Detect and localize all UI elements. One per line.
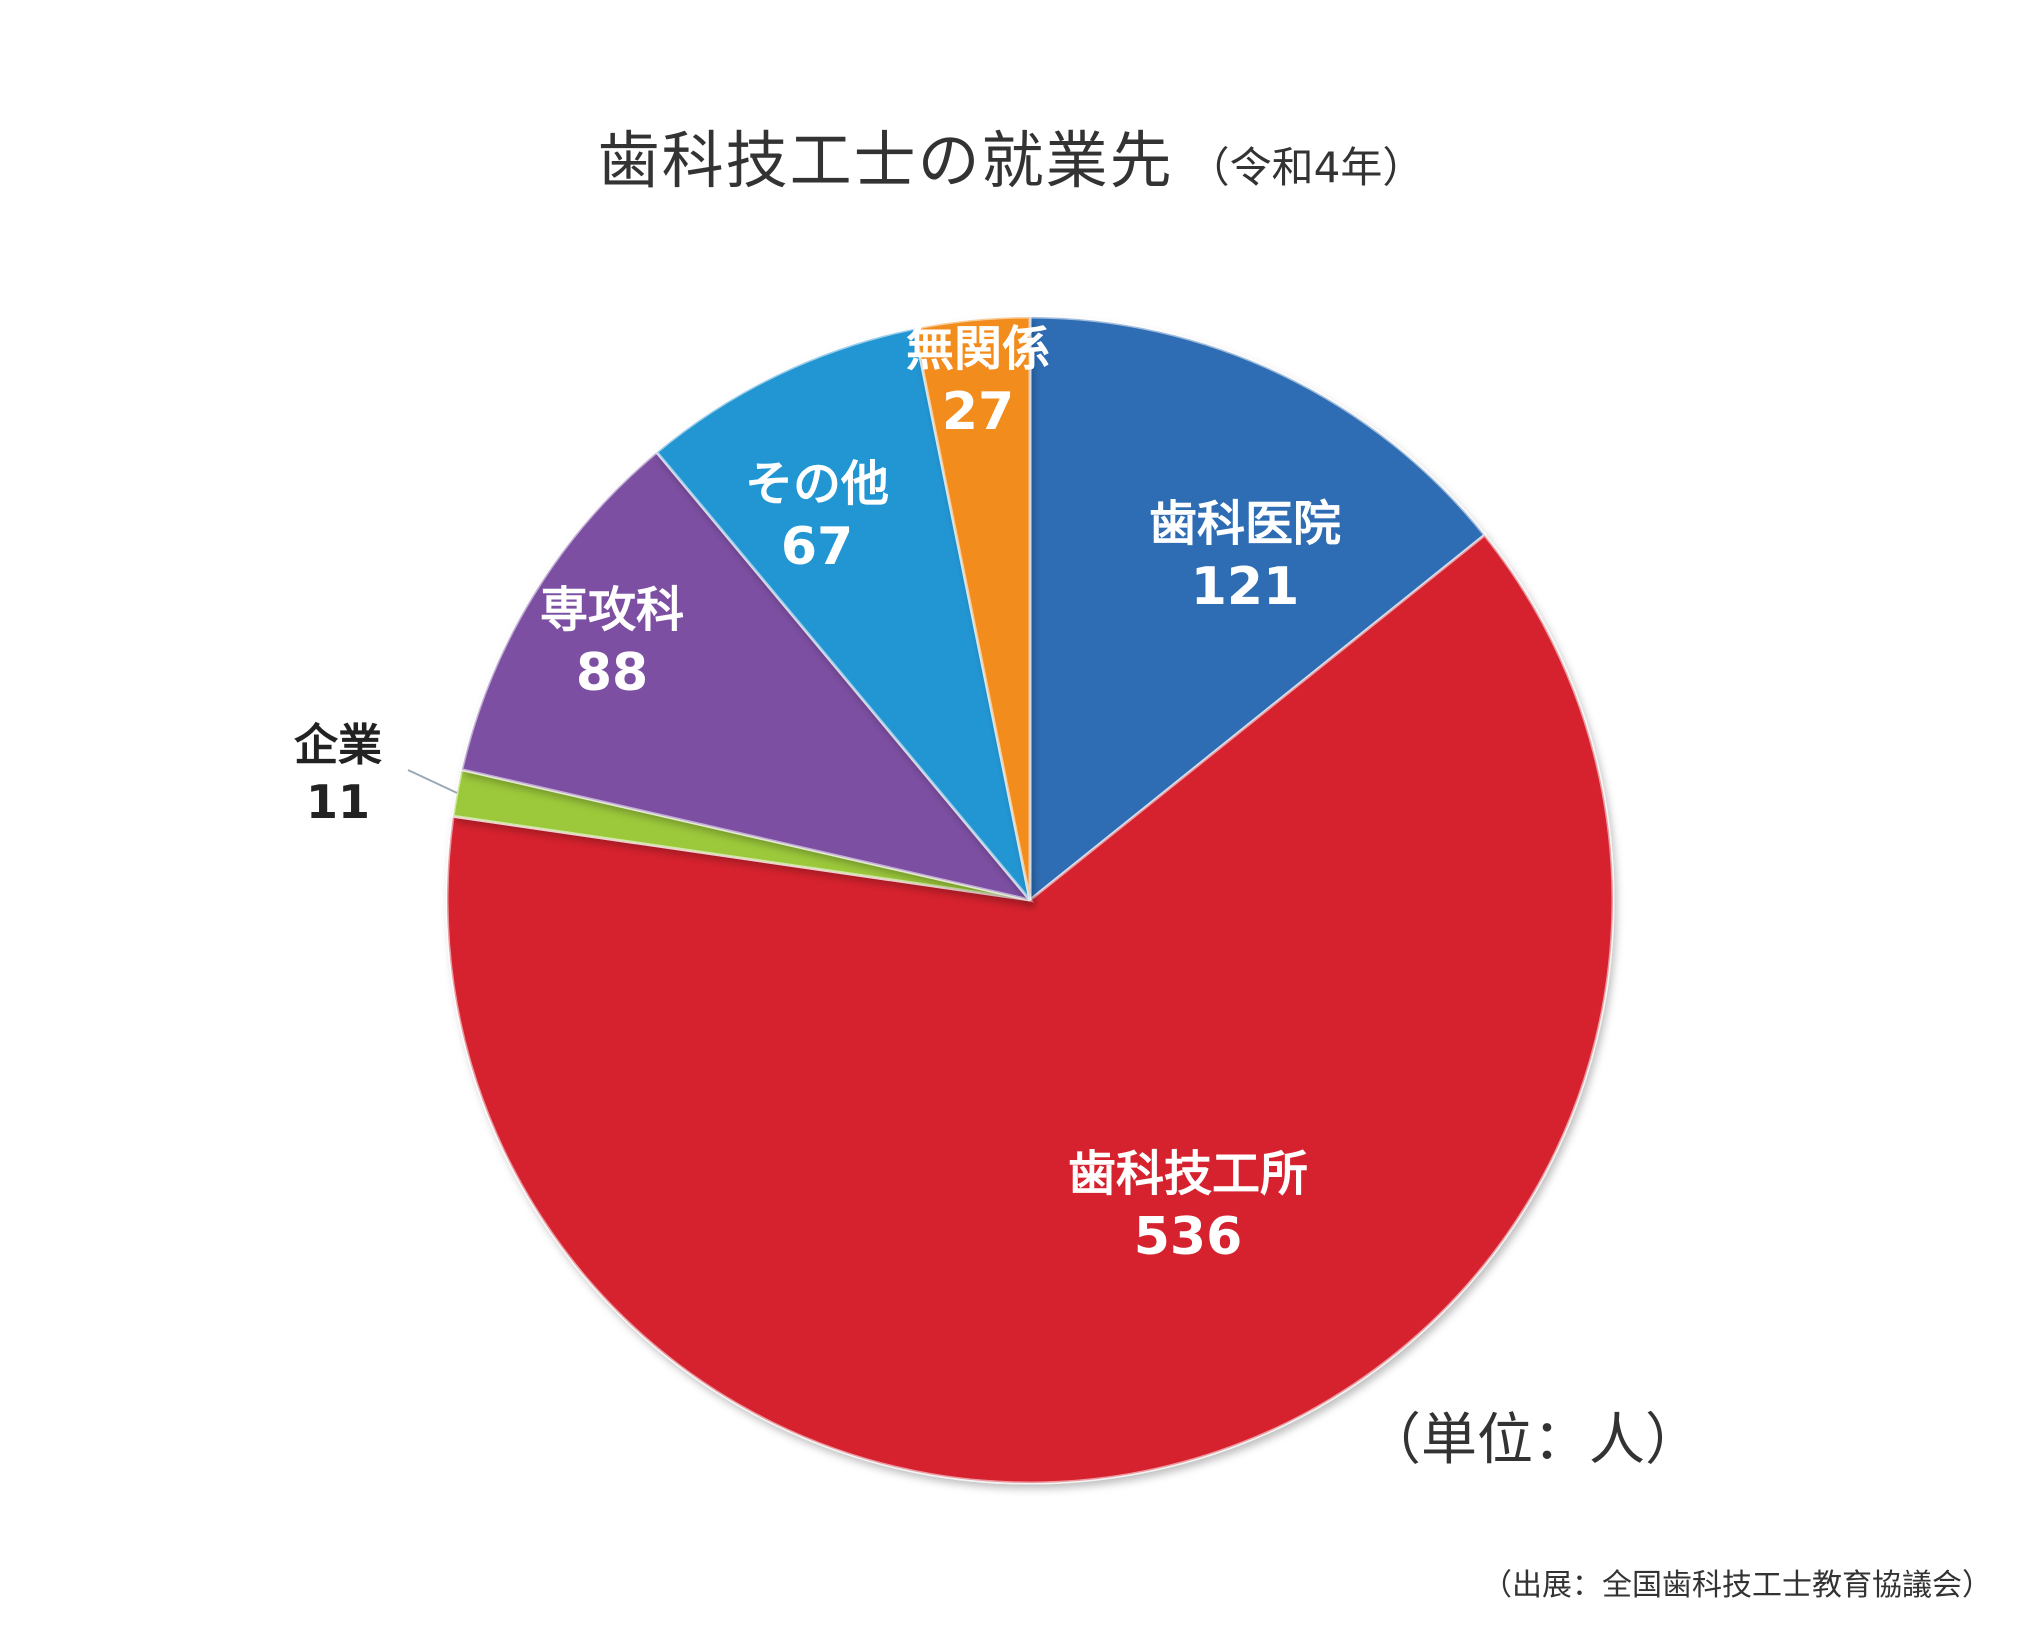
- slice-label-2: 歯科技工所: [1068, 1146, 1308, 1202]
- slice-value-2: 536: [1134, 1207, 1243, 1267]
- chart-title-row: 歯科技工士の就業先 （令和4年）: [0, 110, 2022, 200]
- pie-slice-2: [445, 532, 1615, 1485]
- slice-label-3: 企業: [294, 720, 382, 771]
- pie-slice-1: [1028, 315, 1487, 904]
- chart-title: 歯科技工士の就業先: [597, 124, 1174, 197]
- pie-slice-5: [654, 326, 1032, 901]
- slice-label-6: 無関係: [906, 321, 1050, 377]
- source-note: （出展：全国歯科技工士教育協議会）: [1482, 1568, 1992, 1603]
- slice-value-5: 67: [781, 517, 853, 577]
- slice-value-1: 121: [1191, 557, 1300, 617]
- slice-label-5: その他: [745, 456, 889, 512]
- slice-label-1: 歯科医院: [1149, 496, 1341, 552]
- unit-note: （単位：人）: [1365, 1408, 1701, 1473]
- chart-subtitle: （令和4年）: [1187, 143, 1425, 192]
- slice-label-4: 専攻科: [540, 582, 684, 638]
- pie-slice-6: [912, 315, 1032, 901]
- pie-slices: [445, 315, 1615, 1485]
- leader-line-3: [407, 769, 458, 794]
- slice-value-6: 27: [942, 382, 1014, 442]
- slice-value-3: 11: [306, 775, 370, 829]
- slice-value-4: 88: [576, 643, 648, 703]
- pie-slice-4: [459, 450, 1035, 903]
